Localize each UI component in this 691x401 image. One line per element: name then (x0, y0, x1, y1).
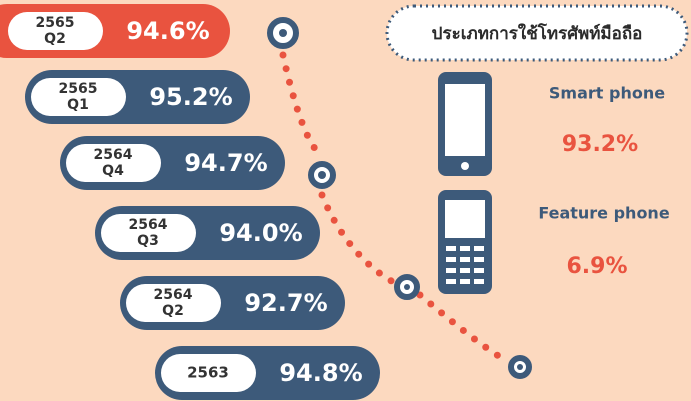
period-badge (161, 354, 256, 392)
period-quarter: Q4 (102, 163, 124, 179)
period-badge (66, 144, 161, 182)
period-value: 92.7% (244, 289, 327, 317)
dot-centers (279, 29, 523, 370)
period-year: 2564 (94, 147, 133, 163)
period-year: 2565 (36, 15, 75, 31)
period-year: 2565 (59, 81, 98, 97)
period-badge (101, 214, 196, 252)
period-quarter: Q1 (67, 97, 89, 113)
title-pill (385, 4, 689, 62)
period-value: 94.8% (279, 359, 362, 387)
featurephone-icon (438, 190, 492, 294)
period-year: 2563 (187, 364, 229, 382)
period-value: 95.2% (149, 83, 232, 111)
period-value: 94.0% (219, 219, 302, 247)
period-quarter: Q3 (137, 233, 159, 249)
period-value: 94.7% (184, 149, 267, 177)
dotted-trail (279, 51, 509, 364)
period-year: 2564 (129, 217, 168, 233)
type-name: Feature phone (538, 204, 670, 223)
period-year: 2564 (154, 287, 193, 303)
trail-dots (267, 17, 532, 379)
smartphone-icon (438, 72, 492, 176)
type-name: Smart phone (549, 84, 665, 103)
period-value: 94.6% (126, 17, 209, 45)
type-value: 6.9% (566, 254, 627, 279)
period-badge (8, 12, 103, 50)
period-quarter: Q2 (162, 303, 184, 319)
type-value: 93.2% (562, 132, 638, 157)
usage-title: ประเภทการใช้โทรศัพท์มือถือ (432, 23, 643, 44)
period-quarter: Q2 (44, 31, 66, 47)
period-badge (31, 78, 126, 116)
period-badge (126, 284, 221, 322)
